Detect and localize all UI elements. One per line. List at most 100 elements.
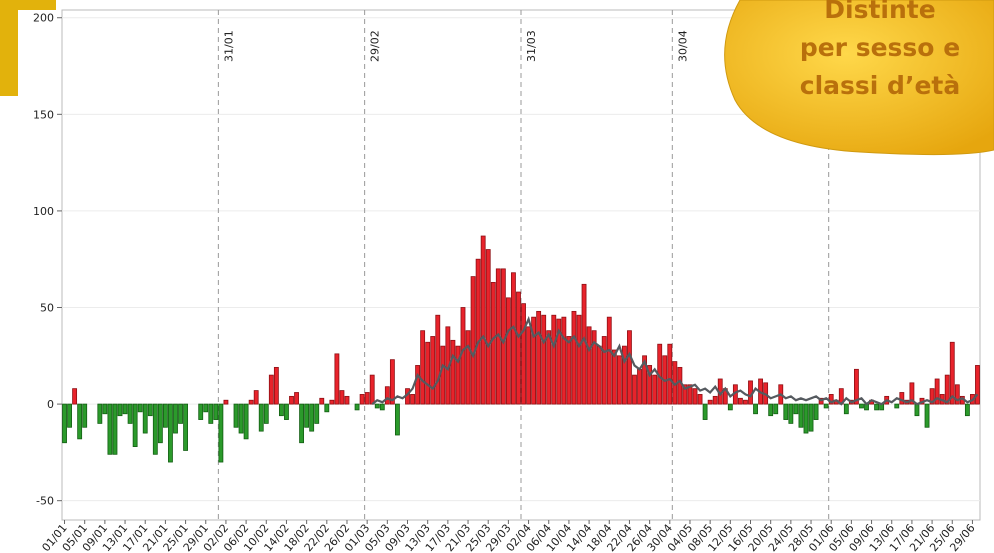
bar: [82, 403, 88, 428]
bar: [561, 316, 567, 405]
bar: [395, 403, 400, 436]
bar: [162, 403, 168, 428]
bar: [556, 318, 562, 405]
bar: [697, 394, 703, 405]
bar: [637, 368, 642, 405]
bar: [854, 368, 859, 405]
bar: [470, 276, 476, 405]
bar: [294, 392, 299, 405]
reference-label: 29/02: [369, 30, 382, 62]
bar: [929, 388, 935, 405]
bar: [647, 365, 653, 405]
trend-line: [371, 315, 979, 406]
badge-line: classi d’età: [800, 71, 960, 100]
bar: [788, 403, 794, 424]
bar: [687, 384, 693, 405]
bar: [743, 399, 748, 405]
bar: [737, 397, 743, 405]
bar: [379, 403, 385, 411]
bar: [440, 345, 446, 405]
bar: [606, 316, 612, 405]
bar: [253, 390, 259, 405]
bar: [425, 341, 431, 405]
bar: [329, 399, 335, 405]
bar: [803, 403, 809, 434]
y-tick-label: 150: [33, 108, 54, 121]
bar: [359, 394, 365, 405]
bar: [173, 403, 178, 434]
bar: [843, 403, 849, 415]
bar: [77, 403, 83, 440]
bar: [627, 330, 632, 405]
bar: [490, 281, 496, 405]
y-tick-label: 200: [33, 12, 54, 25]
bar: [682, 384, 688, 405]
bar: [611, 349, 617, 405]
bar: [389, 359, 395, 405]
bar: [238, 403, 244, 434]
bar: [258, 403, 264, 432]
bar: [768, 403, 774, 417]
bar: [521, 303, 526, 405]
bar: [783, 403, 789, 420]
bar: [798, 403, 804, 428]
bar: [914, 403, 920, 417]
bar: [203, 403, 209, 413]
bar: [975, 365, 980, 405]
bar: [67, 403, 72, 428]
bar: [178, 403, 183, 424]
bar: [773, 403, 779, 415]
bar: [127, 403, 133, 424]
bar: [753, 403, 758, 415]
bar: [157, 403, 163, 444]
bar: [62, 403, 67, 444]
bar: [541, 314, 547, 405]
bar: [899, 392, 905, 405]
bar: [183, 403, 188, 451]
bar: [334, 353, 340, 405]
bar: [894, 403, 900, 409]
bar: [909, 382, 915, 405]
bar: [601, 336, 607, 405]
bar: [248, 399, 254, 405]
bar: [823, 403, 829, 409]
bar: [924, 403, 930, 428]
bar: [410, 394, 415, 405]
bar: [152, 403, 158, 455]
bar: [813, 403, 819, 420]
reference-label: 30/04: [676, 30, 689, 62]
bar: [112, 403, 118, 455]
bar: [652, 374, 658, 405]
bar: [531, 316, 537, 405]
bar: [299, 403, 305, 444]
bar: [677, 366, 683, 405]
badge: [724, 0, 994, 156]
bar: [263, 403, 269, 424]
bar: [808, 403, 814, 432]
bar: [465, 330, 471, 405]
bar: [621, 345, 627, 405]
bar: [632, 374, 637, 405]
bar: [954, 384, 960, 405]
bar: [243, 403, 249, 440]
bar: [369, 374, 375, 405]
bar: [289, 395, 294, 405]
bar: [415, 365, 421, 405]
bar: [591, 330, 597, 405]
bar: [944, 374, 950, 405]
bar: [526, 326, 531, 405]
bar: [132, 403, 138, 447]
bar: [536, 310, 542, 405]
bar: [142, 403, 148, 434]
bar: [233, 403, 239, 428]
y-tick-label: -50: [36, 495, 54, 508]
bar: [268, 374, 274, 405]
bar: [692, 388, 698, 405]
bar: [284, 403, 289, 420]
bar: [511, 272, 516, 405]
bar: [616, 355, 622, 405]
bar: [364, 392, 370, 405]
bar: [475, 258, 481, 405]
badge-line: per sesso e: [800, 33, 960, 62]
